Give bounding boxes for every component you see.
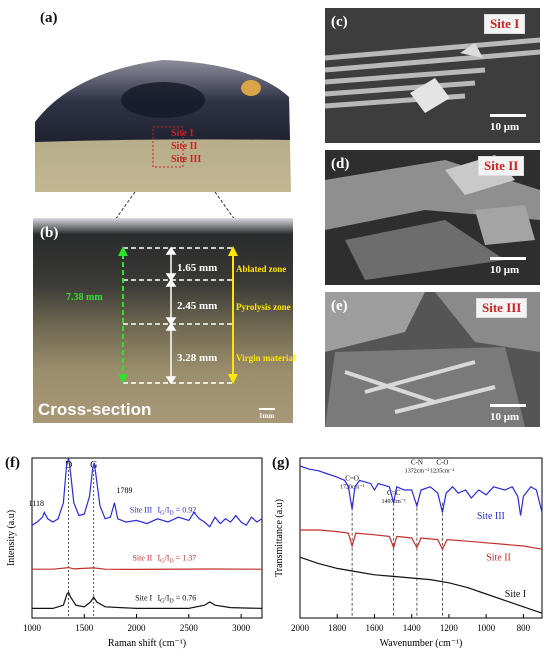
ftir-series-label: Site I — [505, 589, 526, 600]
raman-ratio-label: IG/ID = 1.37 — [157, 553, 196, 564]
ftir-series-line — [299, 465, 543, 516]
ftir-x-tick-label: 2000 — [291, 623, 310, 633]
panel-label-g: (g) — [272, 455, 290, 471]
specimen-photo: Site I Site II Site III — [35, 60, 291, 192]
raman-y-axis-label: Intensity (a.u) — [6, 510, 17, 566]
raman-x-tick-label: 1500 — [75, 623, 94, 633]
ftir-x-axis-label: Wavenumber (cm⁻¹) — [380, 638, 463, 649]
sem-site-label-1: Site I — [484, 14, 526, 34]
photo-a-site-1: Site I — [171, 128, 194, 139]
raman-series-label: Site I — [135, 593, 152, 602]
raman-series-line — [32, 566, 263, 571]
ftir-band-value: 1720cm⁻¹ — [340, 484, 364, 490]
zone-ablated: Ablated zone — [236, 264, 287, 274]
ftir-band-label: C=O — [345, 474, 359, 482]
thickness-ablated: 1.65 mm — [177, 262, 218, 274]
raman-series-line — [31, 457, 263, 528]
ftir-x-tick-label: 1200 — [440, 623, 459, 633]
sem-scale-bar-3 — [490, 404, 526, 407]
sem-scale-bar-1 — [490, 114, 526, 117]
raman-peak-label: 1789 — [116, 486, 132, 495]
ftir-y-axis-label: Transmittance (a.u) — [274, 499, 285, 577]
photo-a-site-3: Site III — [171, 154, 201, 165]
panel-label-f: (f) — [5, 455, 20, 471]
panel-label-e: (e) — [331, 298, 348, 314]
sem-scale-bar-2 — [490, 257, 526, 260]
raman-x-tick-label: 3000 — [232, 623, 251, 633]
raman-peak-label: 1118 — [29, 499, 44, 508]
ftir-band-label: C-O — [436, 458, 448, 466]
panel-label-d: (d) — [331, 156, 350, 172]
zoom-lines — [114, 192, 236, 221]
ftir-x-tick-label: 800 — [517, 623, 531, 633]
ftir-series-label: Site III — [477, 511, 505, 522]
ftir-band-value: 1372cm⁻¹ — [405, 468, 429, 474]
raman-x-tick-label: 2500 — [180, 623, 199, 633]
ftir-band-label: C=C — [387, 489, 401, 497]
ftir-chart: 2000 1800 1600 1400 1200 1000 800 Wavenumber (c… — [274, 457, 543, 649]
raman-chart: 1000 1500 2000 2500 3000 Raman shift (cm⁻¹) In… — [6, 457, 263, 649]
panel-label-c: (c) — [331, 14, 348, 30]
raman-ratio-label: IG/ID = 0.92 — [157, 505, 196, 516]
ftir-plot-frame — [299, 457, 543, 619]
photo-a-site-2: Site II — [171, 141, 198, 152]
sem-scale-1: 10 μm — [490, 121, 520, 133]
raman-series-label: Site II — [132, 553, 152, 562]
zone-virgin: Virgin material — [236, 353, 296, 363]
thickness-virgin: 3.28 mm — [177, 352, 218, 364]
zone-pyrolysis: Pyrolysis zone — [236, 302, 291, 312]
ftir-band-label: C-N — [411, 458, 423, 466]
raman-x-tick-label: 1000 — [23, 623, 42, 633]
photo-b-scale: 1mm — [259, 412, 275, 420]
raman-plot-frame — [31, 457, 263, 619]
ftir-series-line — [299, 556, 543, 614]
sem-site-label-2: Site II — [478, 156, 525, 176]
sem-scale-2: 10 μm — [490, 264, 520, 276]
panel-label-b: (b) — [40, 225, 59, 241]
raman-peak-label: D — [65, 460, 72, 471]
ftir-x-tick-label: 1800 — [328, 623, 347, 633]
ftir-x-tick-label: 1000 — [477, 623, 496, 633]
sem-site-label-3: Site III — [476, 298, 528, 318]
ftir-x-tick-label: 1600 — [365, 623, 384, 633]
ftir-series-label: Site II — [486, 552, 511, 563]
cross-section-caption: Cross-section — [38, 400, 152, 419]
raman-ratio-label: IG/ID = 0.76 — [157, 593, 196, 604]
sem-scale-3: 10 μm — [490, 411, 520, 423]
ftir-x-tick-label: 1400 — [403, 623, 422, 633]
total-thickness: 7.38 mm — [66, 292, 103, 303]
panel-label-a: (a) — [40, 10, 58, 26]
raman-x-tick-label: 2000 — [128, 623, 147, 633]
raman-x-axis-label: Raman shift (cm⁻¹) — [108, 638, 186, 649]
ftir-series-line — [300, 529, 543, 551]
ftir-band-value: 1235cm⁻¹ — [430, 468, 454, 474]
thickness-pyrolysis: 2.45 mm — [177, 300, 218, 312]
raman-series-line — [32, 591, 263, 609]
raman-series-label: Site III — [130, 505, 153, 514]
cross-section-photo — [33, 218, 293, 423]
